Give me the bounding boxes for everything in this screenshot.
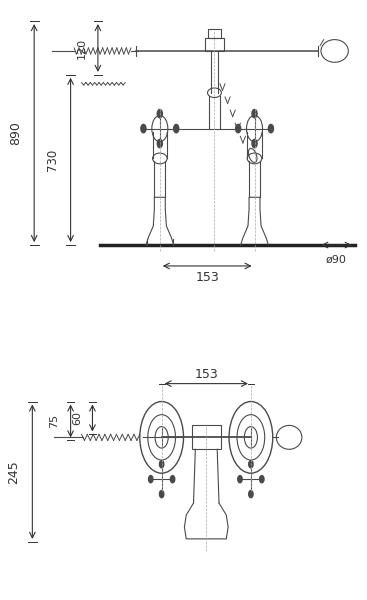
Bar — [206, 38, 224, 51]
Circle shape — [157, 109, 162, 118]
Circle shape — [159, 461, 164, 468]
Circle shape — [141, 124, 146, 133]
Circle shape — [170, 476, 175, 483]
Text: 153: 153 — [195, 271, 219, 284]
Circle shape — [249, 491, 253, 497]
Bar — [192, 425, 221, 449]
Text: 730: 730 — [46, 149, 59, 171]
Text: 890: 890 — [10, 121, 22, 145]
Text: 245: 245 — [7, 460, 20, 484]
Circle shape — [259, 476, 264, 483]
Text: 75: 75 — [50, 414, 59, 428]
Circle shape — [157, 139, 162, 148]
Circle shape — [159, 491, 164, 497]
Circle shape — [268, 124, 273, 133]
Bar — [208, 29, 221, 38]
Circle shape — [238, 476, 242, 483]
Circle shape — [252, 109, 257, 118]
Circle shape — [249, 461, 253, 468]
Circle shape — [149, 476, 153, 483]
Text: 60: 60 — [72, 411, 82, 425]
Text: 153: 153 — [195, 368, 218, 381]
Text: ø90: ø90 — [326, 255, 347, 265]
Circle shape — [174, 124, 179, 133]
Text: 120: 120 — [76, 37, 87, 59]
Circle shape — [236, 124, 241, 133]
Circle shape — [252, 139, 257, 148]
